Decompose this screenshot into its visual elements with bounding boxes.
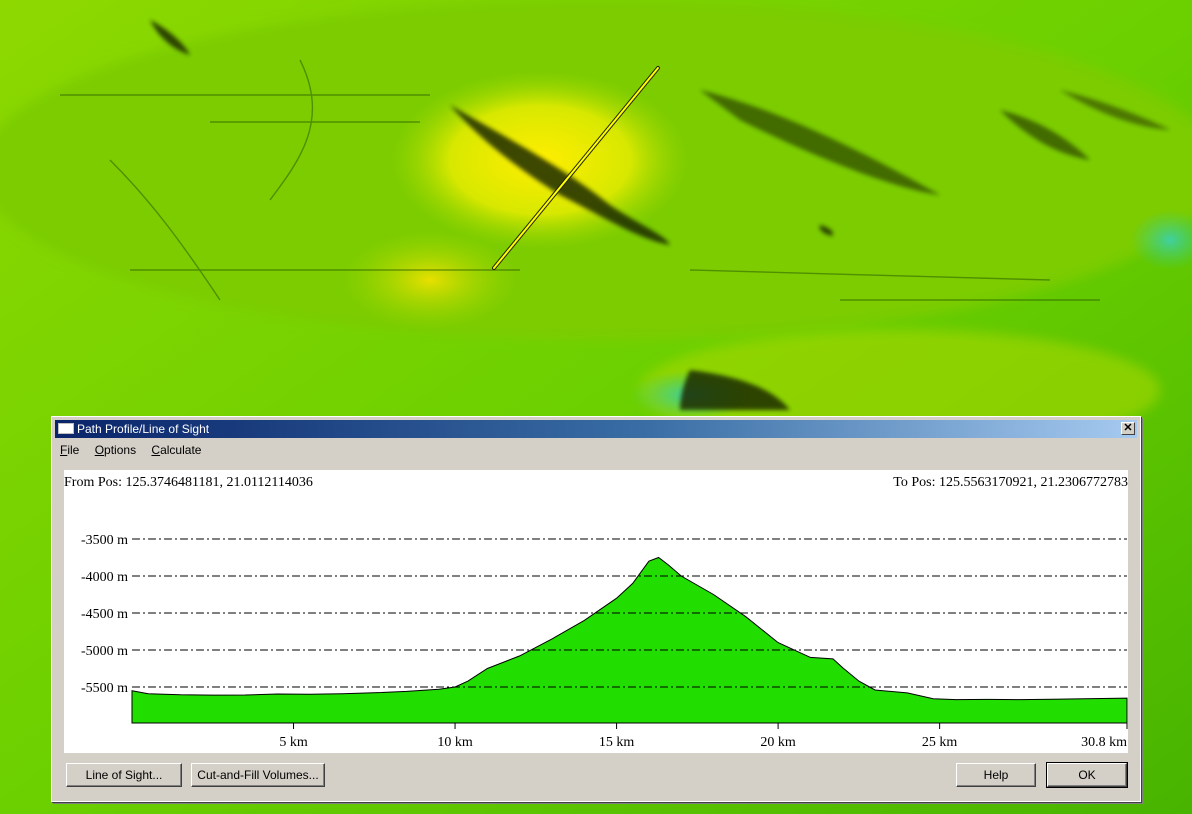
x-tick-label: 20 km <box>760 735 796 750</box>
lower-highlight <box>340 230 520 330</box>
profile-area-shape <box>131 556 1128 724</box>
y-tick-label: -5000 m <box>81 644 128 659</box>
menu-calculate-mnemonic: C <box>151 443 161 457</box>
ok-button[interactable]: OK <box>1046 762 1128 788</box>
to-position-label: To Pos: 125.5563170921, 21.2306772783 <box>893 475 1128 490</box>
x-axis-ticks: 5 km 10 km 15 km 20 km 25 km 30.8 km <box>279 723 1128 750</box>
terrain-shadows <box>150 20 1170 410</box>
profile-path-line-highlight <box>493 67 659 269</box>
terrain-streaks <box>60 59 1100 301</box>
help-button[interactable]: Help <box>956 763 1036 787</box>
grid-lines-overlay <box>132 538 1127 688</box>
close-button[interactable]: ✕ <box>1121 422 1135 435</box>
x-tick-label: 15 km <box>599 735 635 750</box>
x-tick-label: 10 km <box>437 735 473 750</box>
window-title: Path Profile/Line of Sight <box>77 422 210 436</box>
menu-bar: File Options Calculate <box>60 441 213 459</box>
y-tick-label: -4000 m <box>81 570 128 585</box>
cut-and-fill-button[interactable]: Cut-and-Fill Volumes... <box>191 763 325 787</box>
line-of-sight-button[interactable]: Line of Sight... <box>66 763 182 787</box>
from-position-label: From Pos: 125.3746481181, 21.0112114036 <box>64 475 313 490</box>
y-tick-label: -5500 m <box>81 681 128 696</box>
menu-file-rest: ile <box>67 443 80 457</box>
profile-plot-area: From Pos: 125.3746481181, 21.0112114036 … <box>64 470 1128 753</box>
y-tick-label: -3500 m <box>81 533 128 548</box>
y-axis-ticks: -3500 m -4000 m -4500 m -5000 m -5500 m <box>81 533 128 696</box>
menu-calculate-rest: alculate <box>160 443 202 457</box>
profile-area <box>131 538 1128 724</box>
x-tick-label: 5 km <box>279 735 308 750</box>
close-icon: ✕ <box>1123 422 1133 434</box>
x-tick-label: 30.8 km <box>1081 735 1127 750</box>
y-tick-label: -4500 m <box>81 607 128 622</box>
title-bar[interactable]: Path Profile/Line of Sight ✕ <box>55 420 1137 438</box>
menu-file-mnemonic: F <box>60 443 68 457</box>
window-icon <box>58 423 74 434</box>
menu-options-mnemonic: O <box>94 443 105 457</box>
menu-options-rest: ptions <box>104 443 137 457</box>
menu-calculate[interactable]: Calculate <box>151 441 201 459</box>
elevation-profile-chart: From Pos: 125.3746481181, 21.0112114036 … <box>64 475 1128 750</box>
menu-file[interactable]: File <box>60 441 79 459</box>
path-profile-dialog: Path Profile/Line of Sight ✕ File Option… <box>51 416 1141 802</box>
cyan-basin-east <box>1130 210 1192 270</box>
x-tick-label: 25 km <box>922 735 958 750</box>
menu-options[interactable]: Options <box>95 441 136 459</box>
